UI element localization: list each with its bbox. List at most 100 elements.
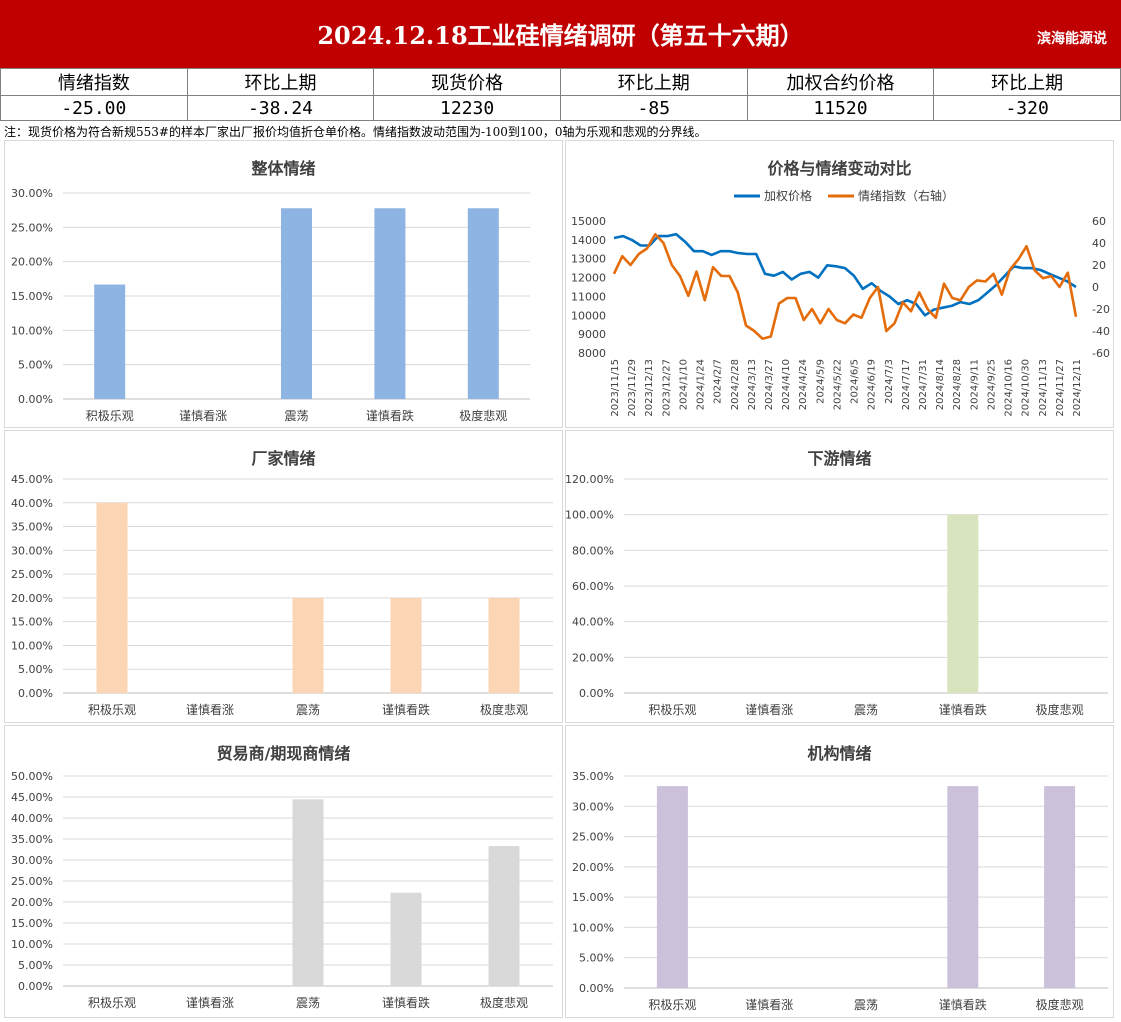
x-tick-label: 谨慎看跌 [382,702,430,717]
summary-value: -320 [933,95,1121,121]
x-tick-label: 2024/6/5 [850,359,861,404]
y-tick-label: 100.00% [566,509,614,522]
y-tick-label: 0.00% [18,393,53,406]
x-tick-label: 谨慎看跌 [366,408,414,423]
x-tick-label: 2024/5/9 [815,359,826,404]
legend-label: 情绪指数（右轴） [858,188,954,203]
x-tick-label: 谨慎看涨 [745,997,793,1012]
y-tick-label: 30.00% [572,800,614,813]
bar [947,514,979,693]
y-left-tick-label: 13000 [571,253,606,266]
y-tick-label: 20.00% [572,651,614,664]
bar [96,502,128,693]
price-sentiment-chart: 8000 9000 10000 11000 12000 13000 14000 15000 -6… [571,188,1110,417]
bar [390,597,422,693]
chart-title: 机构情绪 [807,744,872,763]
bar [292,597,324,693]
chart-title: 厂家情绪 [251,449,316,468]
y-tick-label: 45.00% [11,473,53,486]
y-tick-label: 30.00% [11,544,53,557]
y-tick-label: 15.00% [11,917,53,930]
y-tick-label: 40.00% [11,812,53,825]
y-tick-label: 0.00% [579,687,614,700]
price-series-line [613,232,1077,317]
x-tick-label: 2023/11/29 [627,359,638,417]
y-right-tick-label: -20 [1092,303,1110,316]
x-tick-label: 2024/4/10 [781,359,792,410]
producer-sentiment-chart: 0.00% 5.00% 10.00% 15.00% 20.00% 25.00% 30.00%… [11,473,553,717]
x-tick-label: 极度悲观 [1036,997,1084,1012]
summary-label: 环比上期 [186,68,375,96]
x-tick-label: 极度悲观 [1036,702,1084,717]
downstream-sentiment-chart: 0.00% 20.00% 40.00% 60.00% 80.00% 100.00% 120.… [566,473,1108,717]
y-tick-label: 10.00% [572,921,614,934]
x-tick-label: 震荡 [296,703,320,717]
x-tick-label: 谨慎看跌 [939,997,987,1012]
x-tick-label: 2024/12/11 [1072,359,1083,417]
y-tick-label: 15.00% [11,616,53,629]
bar [467,208,499,399]
summary-label: 环比上期 [559,68,748,96]
bar [656,786,688,988]
x-tick-label: 积极乐观 [648,703,696,717]
y-tick-label: 30.00% [11,854,53,867]
institution-sentiment-chart: 0.00% 5.00% 10.00% 15.00% 20.00% 25.00% 30.00%… [572,770,1108,1012]
x-tick-label: 谨慎看涨 [186,702,234,717]
y-right-tick-label: -40 [1092,325,1110,338]
chart-title: 下游情绪 [807,449,872,468]
x-tick-label: 2024/7/3 [884,359,895,404]
page-header: 2024.12.18工业硅情绪调研（第五十六期） 滨海能源说 [0,0,1121,68]
y-right-tick-label: -60 [1092,347,1110,360]
y-tick-label: 5.00% [18,359,53,372]
chart-title: 价格与情绪变动对比 [767,159,912,178]
y-tick-label: 5.00% [579,952,614,965]
bar [488,597,520,693]
bar [390,892,422,986]
y-tick-label: 25.00% [572,831,614,844]
x-tick-label: 2024/2/28 [730,359,741,410]
page-title: 2024.12.18工业硅情绪调研（第五十六期） [317,21,804,50]
y-tick-label: 50.00% [11,770,53,783]
institution-sentiment-panel: 机构情绪 0.00% 5.00% 10.00% 15.00% 20.00% 25.00% 3… [565,725,1114,1018]
x-tick-label: 积极乐观 [88,703,136,717]
y-right-tick-label: 20 [1092,259,1106,272]
y-tick-label: 15.00% [572,891,614,904]
producer-sentiment-panel: 厂家情绪 0.00% 5.00% 10.00% 15.00% 20.00% 25.00% 3… [4,430,563,723]
x-tick-label: 2024/3/13 [747,359,758,410]
x-tick-label: 2023/11/15 [610,359,621,417]
summary-table: 情绪指数 环比上期 现货价格 环比上期 加权合约价格 环比上期 -25.00 -… [0,68,1121,121]
y-tick-label: 35.00% [11,521,53,534]
x-tick-label: 2024/9/25 [986,359,997,410]
bar [488,846,520,986]
y-right-tick-label: 0 [1092,281,1099,294]
x-tick-label: 震荡 [284,409,308,423]
y-tick-label: 80.00% [572,544,614,557]
x-tick-label: 2024/2/7 [713,359,724,404]
x-tick-label: 震荡 [296,996,320,1010]
y-left-tick-label: 14000 [571,234,606,247]
y-tick-label: 20.00% [572,861,614,874]
y-tick-label: 5.00% [18,959,53,972]
y-tick-label: 40.00% [11,497,53,510]
y-tick-label: 45.00% [11,791,53,804]
overall-sentiment-panel: 整体情绪 0.00% 5.00% 10.00% 15.00% 20.00% 25.00% 3… [4,140,563,428]
x-tick-label: 2024/10/16 [1004,359,1015,417]
x-tick-label: 2024/8/14 [935,359,946,410]
bar [281,208,312,399]
footnote: 注：现货价格为符合新规553#的样本厂家出厂报价均值折仓单价格。情绪指数波动范围… [4,125,707,139]
x-tick-label: 2024/7/17 [901,359,912,410]
y-tick-label: 20.00% [11,256,53,269]
y-tick-label: 20.00% [11,592,53,605]
x-tick-label: 极度悲观 [480,995,528,1010]
x-tick-label: 极度悲观 [480,702,528,717]
chart-title: 整体情绪 [251,159,316,178]
summary-value: -38.24 [186,95,375,121]
x-tick-label: 2024/7/31 [918,359,929,410]
x-tick-label: 2024/1/10 [678,359,689,410]
x-tick-label: 2023/12/13 [644,359,655,417]
y-tick-label: 25.00% [11,568,53,581]
x-tick-label: 极度悲观 [459,408,507,423]
y-tick-label: 30.00% [11,187,53,200]
x-tick-label: 2024/5/22 [832,359,843,410]
summary-label: 现货价格 [373,68,561,96]
